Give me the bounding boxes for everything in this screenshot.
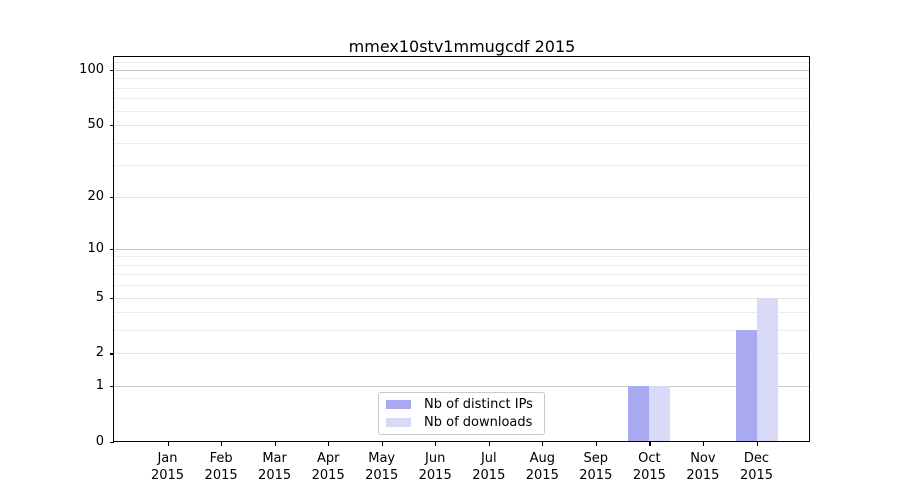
y-tick-mark: [110, 125, 114, 127]
x-tick-mark: [274, 442, 276, 446]
x-tick-label-line: 2015: [739, 468, 774, 483]
x-tick-label: Jun 2015: [403, 450, 467, 484]
x-tick-mark: [328, 442, 330, 446]
x-tick-label-line: 2015: [150, 468, 185, 483]
x-tick-label: Dec 2015: [725, 450, 789, 484]
y-tick-label: 1: [95, 378, 104, 394]
y-gridline-minor: [114, 142, 810, 144]
y-gridline-minor: [114, 78, 810, 80]
y-tick-mark: [110, 248, 114, 250]
y-tick-mark: [110, 353, 114, 355]
x-tick-mark: [595, 442, 597, 446]
x-tick-label-line: 2015: [311, 468, 345, 483]
x-tick-label-line: 2015: [472, 468, 506, 483]
x-tick-mark: [756, 442, 758, 446]
legend-swatch-distinct-ips: [386, 400, 411, 409]
y-gridline-minor: [114, 256, 810, 258]
x-tick-label-line: Jan: [157, 451, 178, 466]
y-tick-mark: [110, 297, 114, 299]
y-gridline-major: [114, 386, 810, 388]
x-tick-label: Nov 2015: [671, 450, 735, 484]
y-gridline-minor: [114, 165, 810, 167]
x-tick-mark: [381, 442, 383, 446]
x-tick-label: May 2015: [350, 450, 414, 484]
bar-distinct-ips: [628, 386, 650, 442]
x-tick-label-line: Aug: [529, 451, 555, 466]
y-gridline-major: [114, 69, 810, 71]
x-tick-label-line: 2015: [525, 468, 559, 483]
x-tick-label-line: Feb: [209, 451, 233, 466]
y-gridline-minor: [114, 330, 810, 332]
x-tick-label-line: 2015: [365, 468, 399, 483]
y-gridline: [114, 297, 810, 299]
bar-downloads: [756, 297, 778, 442]
x-tick-label: Jan 2015: [136, 450, 200, 484]
y-gridline-minor: [114, 98, 810, 100]
y-tick-mark: [110, 442, 114, 444]
x-tick-mark: [702, 442, 705, 446]
x-tick-label: Apr 2015: [296, 450, 360, 484]
y-tick-label: 0: [95, 434, 104, 449]
legend: Nb of distinct IPs Nb of downloads: [378, 392, 545, 435]
y-gridline: [114, 196, 810, 198]
x-tick-label-line: Mar: [262, 451, 287, 466]
y-gridline-minor: [114, 274, 810, 276]
x-tick-label: Oct 2015: [617, 450, 681, 484]
x-tick-label: Aug 2015: [510, 450, 574, 484]
y-tick-label: 100: [79, 61, 104, 77]
x-tick-label: Feb 2015: [189, 450, 253, 484]
x-tick-label-line: Jul: [480, 451, 497, 466]
y-gridline: [114, 353, 810, 355]
y-gridline-minor: [114, 87, 810, 89]
y-gridline-minor: [114, 110, 810, 112]
y-tick-mark: [110, 196, 114, 198]
y-tick-label: 10: [87, 240, 104, 256]
x-tick-mark: [435, 442, 437, 446]
x-tick-label-line: Sep: [583, 451, 609, 466]
x-tick-mark: [649, 442, 651, 446]
legend-label: Nb of downloads: [424, 415, 533, 430]
x-tick-label-line: Jun: [425, 451, 446, 466]
x-tick-label-line: 2015: [632, 468, 666, 483]
legend-label: Nb of distinct IPs: [424, 397, 533, 412]
bar-downloads: [649, 386, 671, 442]
y-tick-mark: [110, 69, 114, 72]
bar-distinct-ips: [735, 330, 757, 442]
y-tick-label: 5: [95, 289, 104, 305]
x-tick-label-line: Apr: [316, 451, 340, 466]
y-tick-label: 20: [87, 188, 104, 204]
y-gridline-major: [114, 248, 810, 250]
y-tick-mark: [110, 386, 114, 388]
x-tick-label-line: Oct: [638, 451, 661, 466]
x-tick-label-line: 2015: [204, 468, 238, 483]
x-tick-mark: [542, 442, 544, 446]
chart-title: mmex10stv1mmugcdf 2015: [348, 37, 576, 56]
legend-item: Nb of downloads: [386, 415, 544, 430]
x-tick-label-line: 2015: [579, 468, 613, 483]
x-tick-label-line: 2015: [686, 468, 720, 483]
x-tick-mark: [167, 442, 169, 446]
y-gridline-minor: [114, 285, 810, 287]
x-tick-label: Sep 2015: [564, 450, 628, 484]
y-gridline-minor: [114, 312, 810, 314]
y-gridline-minor: [114, 62, 810, 64]
legend-swatch-downloads: [386, 418, 411, 427]
y-gridline: [114, 125, 810, 126]
x-tick-label-line: 2015: [418, 468, 452, 483]
x-tick-label-line: May: [368, 451, 396, 466]
y-tick-label: 50: [87, 117, 104, 132]
x-tick-label-line: Nov: [690, 451, 716, 466]
y-tick-label: 2: [95, 345, 104, 361]
x-tick-label-line: 2015: [258, 468, 292, 483]
x-tick-label-line: Dec: [743, 451, 770, 466]
x-tick-mark: [221, 442, 223, 446]
y-gridline-minor: [114, 264, 810, 266]
legend-item: Nb of distinct IPs: [386, 397, 544, 412]
x-tick-mark: [488, 442, 490, 446]
x-tick-label: Mar 2015: [243, 450, 307, 484]
x-tick-label: Jul 2015: [457, 450, 521, 484]
